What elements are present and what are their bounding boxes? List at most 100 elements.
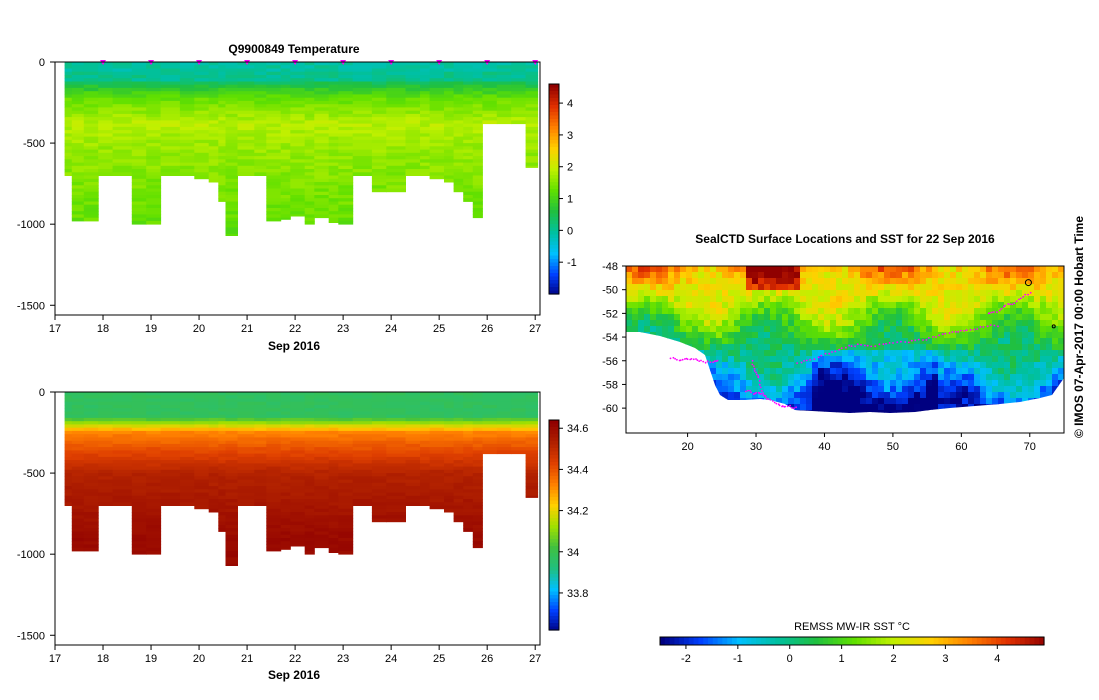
sst-pixel [650,392,657,399]
section-cell [496,405,512,409]
section-cell [304,143,315,147]
section-cell [472,492,483,497]
section-cell [71,453,85,458]
section-cell [444,463,455,468]
section-cell [112,430,133,435]
sst-pixel [812,368,819,375]
section-cell [338,518,354,523]
section-cell [179,434,195,438]
section-cell [208,450,219,455]
sst-pixel [914,308,921,315]
sst-pixel [734,344,741,351]
colorbar-segment [549,458,559,463]
sst-pixel [1040,380,1047,387]
sst-pixel [1034,392,1041,399]
sst-pixel [938,314,945,321]
sst-pixel [926,266,933,273]
sst-pixel [794,278,801,285]
section-cell [64,437,73,442]
section-cell [314,152,330,157]
sst-pixel [1028,392,1035,399]
section-cell [112,133,133,138]
sst-pixel [944,386,951,393]
section-cell [225,492,238,497]
section-cell [160,65,181,69]
section-cell [225,100,238,105]
sst-pixel [902,392,909,399]
sst-pixel [992,410,999,413]
section-cell [304,195,315,199]
sst-pixel [740,368,747,375]
section-cell [472,208,483,212]
sst-pixel [812,314,819,321]
sst-pixel [980,314,987,321]
section-cell [328,466,339,471]
section-cell [194,149,210,154]
sst-pixel [650,290,657,297]
section-cell [352,392,373,396]
section-cell [194,94,210,99]
section-cell [290,463,306,468]
section-cell [314,440,330,445]
sst-pixel [806,326,813,333]
section-cell [453,123,464,128]
sst-pixel [998,356,1005,363]
section-cell [371,71,387,76]
section-cell [71,547,85,552]
section-cell [160,152,181,157]
section-cell [314,71,330,76]
section-cell [237,421,255,425]
section-cell [352,450,373,455]
section-cell [472,450,483,455]
section-cell [352,139,373,144]
section-cell [420,482,431,487]
sst-pixel [758,296,765,303]
section-cell [371,84,387,89]
sst-pixel [692,404,699,411]
section-cell [304,172,315,176]
section-cell [237,479,255,484]
section-cell [254,84,267,89]
section-cell [218,482,226,487]
section-cell [131,447,147,451]
section-cell [290,440,306,445]
sst-pixel [782,410,789,413]
section-cell [98,126,114,131]
sst-pixel [1028,296,1035,303]
section-cell [444,460,455,464]
sst-pixel [770,338,777,345]
sst-pixel [632,416,639,423]
sst-pixel [746,350,753,357]
map-title: SealCTD Surface Locations and SST for 22… [695,232,995,246]
section-cell [386,94,406,99]
section-cell [83,417,99,422]
section-cell [453,443,464,448]
section-cell [371,152,387,157]
sst-pixel [674,350,681,357]
colorbar-segment [549,234,559,239]
sst-pixel [632,362,639,369]
section-cell [290,541,306,545]
sst-pixel [926,290,933,297]
sst-pixel [764,278,771,285]
section-cell [444,162,455,167]
sst-pixel [686,320,693,327]
colorbar-segment [549,206,559,211]
sst-pixel [626,266,633,273]
sst-pixel [806,314,813,321]
section-cell [328,211,339,215]
section-cell [194,437,210,442]
sst-pixel [950,314,957,321]
section-cell [405,156,421,160]
sst-pixel [710,404,717,411]
sst-pixel [854,326,861,333]
sst-pixel [812,278,819,285]
section-cell [444,62,455,66]
sst-pixel [770,356,777,363]
sst-pixel [986,338,993,345]
sst-pixel [794,326,801,333]
sst-pixel [986,308,993,315]
sst-pixel [884,356,891,363]
section-cell [83,143,99,147]
sst-pixel [1052,290,1059,297]
